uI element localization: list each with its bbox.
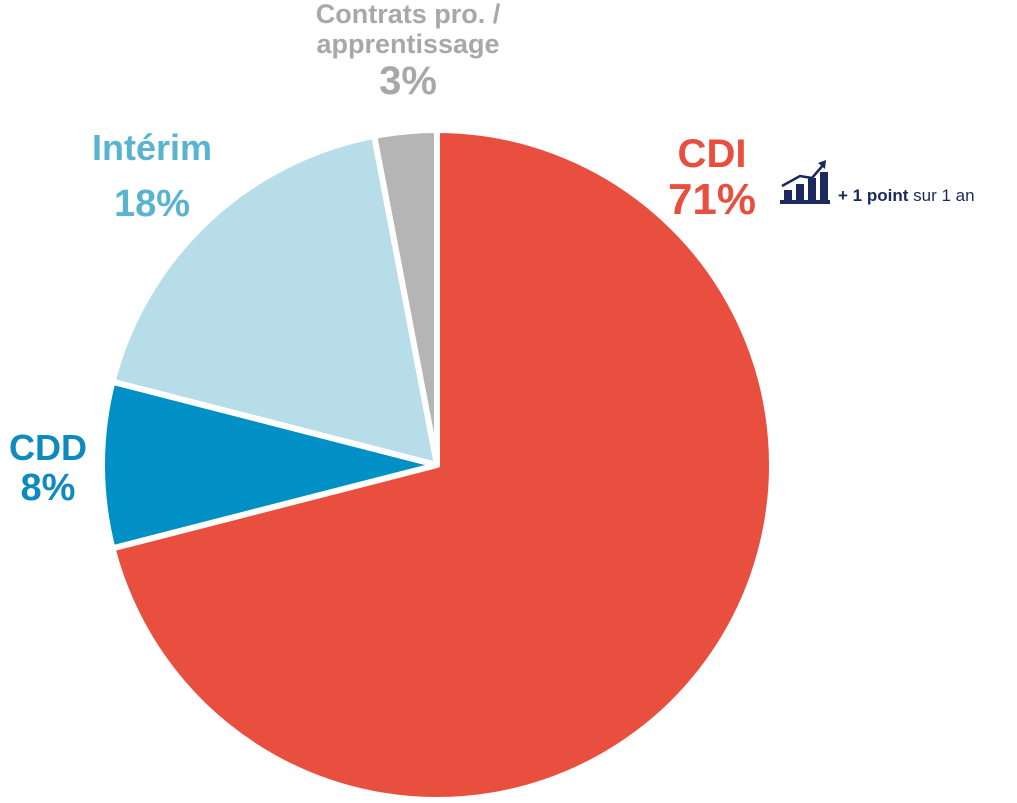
value-label: 18% [113, 182, 191, 225]
slice [371, 127, 440, 468]
slice [109, 127, 775, 803]
category-name: CDD [9, 427, 87, 468]
annotation-bold: + 1 point [838, 186, 909, 205]
category-name: CDI [677, 132, 747, 176]
slice-label: Contrats pro. / apprentissage 3% [273, 0, 543, 103]
slice [99, 378, 440, 552]
value-label: 8% [20, 466, 76, 509]
category-name: Contrats pro. / apprentissage [315, 0, 501, 59]
value-label: 71% [667, 175, 757, 224]
slice-label: CDD 8% [9, 428, 87, 509]
trend-icon [780, 160, 830, 204]
annotation-text: sur 1 an [913, 186, 975, 205]
slice-label: Intérim 18% [92, 128, 212, 225]
category-name: Intérim [91, 127, 213, 168]
slice-label: CDI 71% [668, 132, 756, 224]
slice [109, 132, 440, 468]
annotation: + 1 point sur 1 an [838, 186, 975, 206]
slices [99, 127, 775, 803]
value-label: 3% [379, 59, 437, 104]
